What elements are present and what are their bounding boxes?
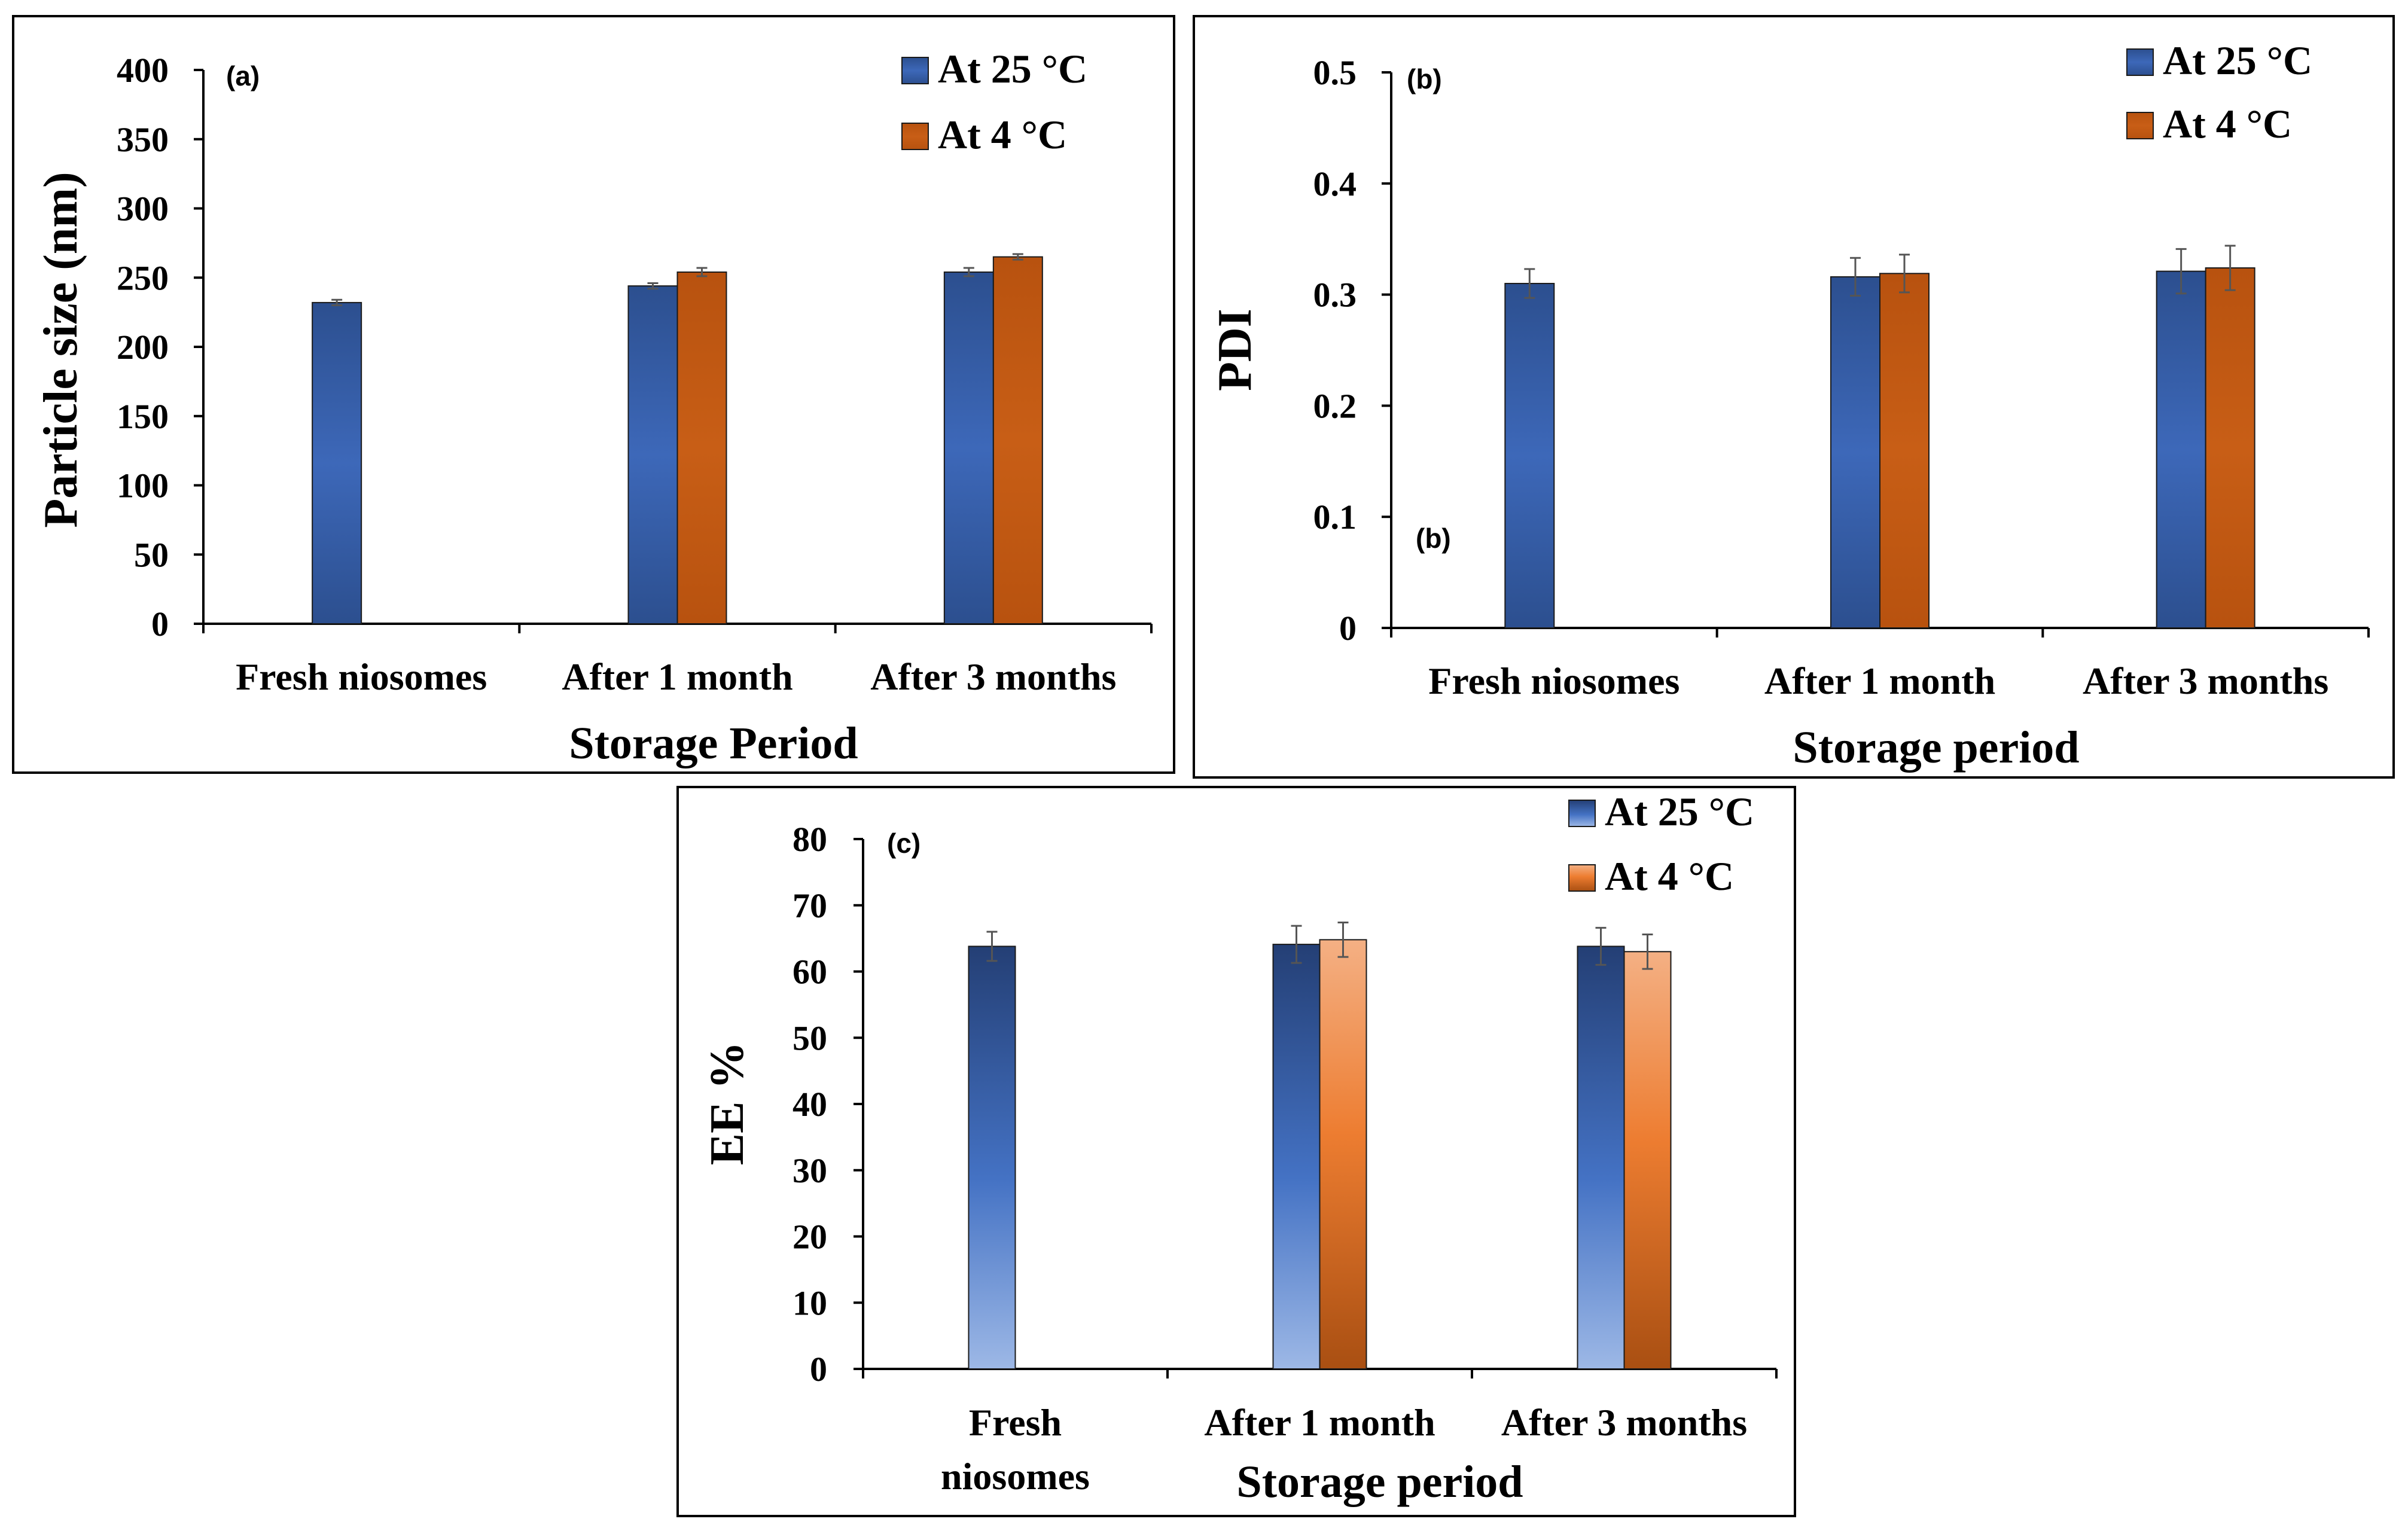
chart-c-ytick-label: 70 [792,886,827,925]
chart-b-ytick-label: 0 [1339,609,1357,648]
chart-a-legend-swatch [901,57,929,84]
chart-c-bar [1272,944,1321,1370]
chart-c-bar [968,946,1016,1370]
chart-c-legend-swatch [1568,864,1596,892]
chart-a-ytick-label: 300 [117,190,169,228]
chart-a-ytick-label: 150 [117,397,169,436]
chart-b-y-axis-title: PDI [1209,309,1261,391]
chart-b-panel-label: (b) [1407,63,1442,94]
chart-b-legend-swatch [2126,112,2154,139]
chart-c-bar [1623,951,1672,1370]
chart-a-ytick-label: 350 [117,120,169,159]
chart-c: 0 10 20 30 40 50 60 70 80 Fresh niosomes After 1 mo… [701,789,1778,1507]
chart-b-x-axis-title: Storage period [1793,722,2079,773]
chart-c-ytick-label: 50 [792,1018,827,1057]
chart-b-ytick-label: 0.2 [1313,386,1357,425]
chart-b-category-label: Fresh niosomes [1428,660,1679,702]
chart-a-ytick-label: 0 [151,605,169,643]
chart-a-bar [676,271,727,624]
chart-c-category-label: After 3 months [1501,1401,1747,1444]
chart-c-legend-swatch [1568,800,1596,827]
chart-a-ytick-label: 50 [134,535,169,574]
chart-a-y-axis-title: Particle size (nm) [35,172,87,527]
chart-b-bar [1879,273,1930,629]
chart-b-legend-label: At 4 °C [2163,101,2292,147]
chart-c-bar [1577,946,1625,1370]
chart-a-legend-swatch [901,123,929,150]
chart-b-legend-swatch [2126,48,2154,76]
chart-c-ytick-label: 20 [792,1218,827,1256]
chart-a-bar [312,301,362,625]
chart-a-ytick-label: 200 [117,328,169,367]
chart-c-x-axis-title: Storage period [1236,1457,1523,1507]
chart-c-legend-label: At 25 °C [1605,789,1754,834]
chart-c-bar [1319,939,1367,1370]
chart-a-ytick-label: 250 [117,258,169,297]
chart-b-bar [2205,267,2255,629]
chart-a-bar [627,285,678,624]
chart-a-bar [992,256,1043,624]
chart-a: 0 50 100 150 200 250 300 350 400 Fresh niosomes Af… [35,46,1153,768]
chart-c-ytick-label: 60 [792,953,827,992]
chart-c-panel-label: (c) [887,828,920,859]
chart-a-category-label: After 3 months [870,655,1116,698]
chart-b-ytick-label: 0.3 [1313,276,1357,315]
chart-a-category-label: Fresh niosomes [236,655,487,698]
chart-a-category-label: After 1 month [562,655,792,698]
chart-b-ytick-label: 0.1 [1313,498,1357,536]
chart-c-ytick-label: 10 [792,1283,827,1322]
chart-c-ytick-label: 0 [810,1350,827,1389]
chart-c-y-axis-title: EE % [701,1042,754,1166]
chart-b-bar [1504,283,1555,629]
chart-c-legend-label: At 4 °C [1605,853,1734,899]
chart-a-panel-label: (a) [226,60,260,92]
chart-c-category-label: After 1 month [1204,1401,1435,1444]
chart-a-ytick-label: 100 [117,466,169,505]
chart-a-legend-label: At 4 °C [938,112,1067,157]
chart-b-bar [1830,276,1880,629]
chart-c-category-label: niosomes [941,1455,1090,1497]
chart-a-bar [943,271,994,624]
chart-b-panel-label-extra: (b) [1416,523,1451,554]
chart-b-ytick-label: 0.4 [1313,164,1357,203]
chart-a-x-axis-title: Storage Period [569,718,858,768]
chart-b-category-label: After 1 month [1764,660,1995,702]
chart-c-ytick-label: 30 [792,1151,827,1190]
chart-b: 0 0.1 0.2 0.3 0.4 0.5 Fresh niosomes After 1 mo… [1209,38,2370,773]
chart-b-legend-label: At 25 °C [2163,38,2312,83]
chart-c-category-label: Fresh [969,1401,1062,1444]
chart-a-ytick-label: 400 [117,51,169,90]
chart-b-ytick-label: 0.5 [1313,53,1357,92]
chart-c-ytick-label: 40 [792,1085,827,1124]
chart-b-category-label: After 3 months [2083,660,2328,702]
chart-a-legend-label: At 25 °C [938,46,1087,92]
chart-c-ytick-label: 80 [792,820,827,859]
chart-b-bar [2156,270,2206,629]
